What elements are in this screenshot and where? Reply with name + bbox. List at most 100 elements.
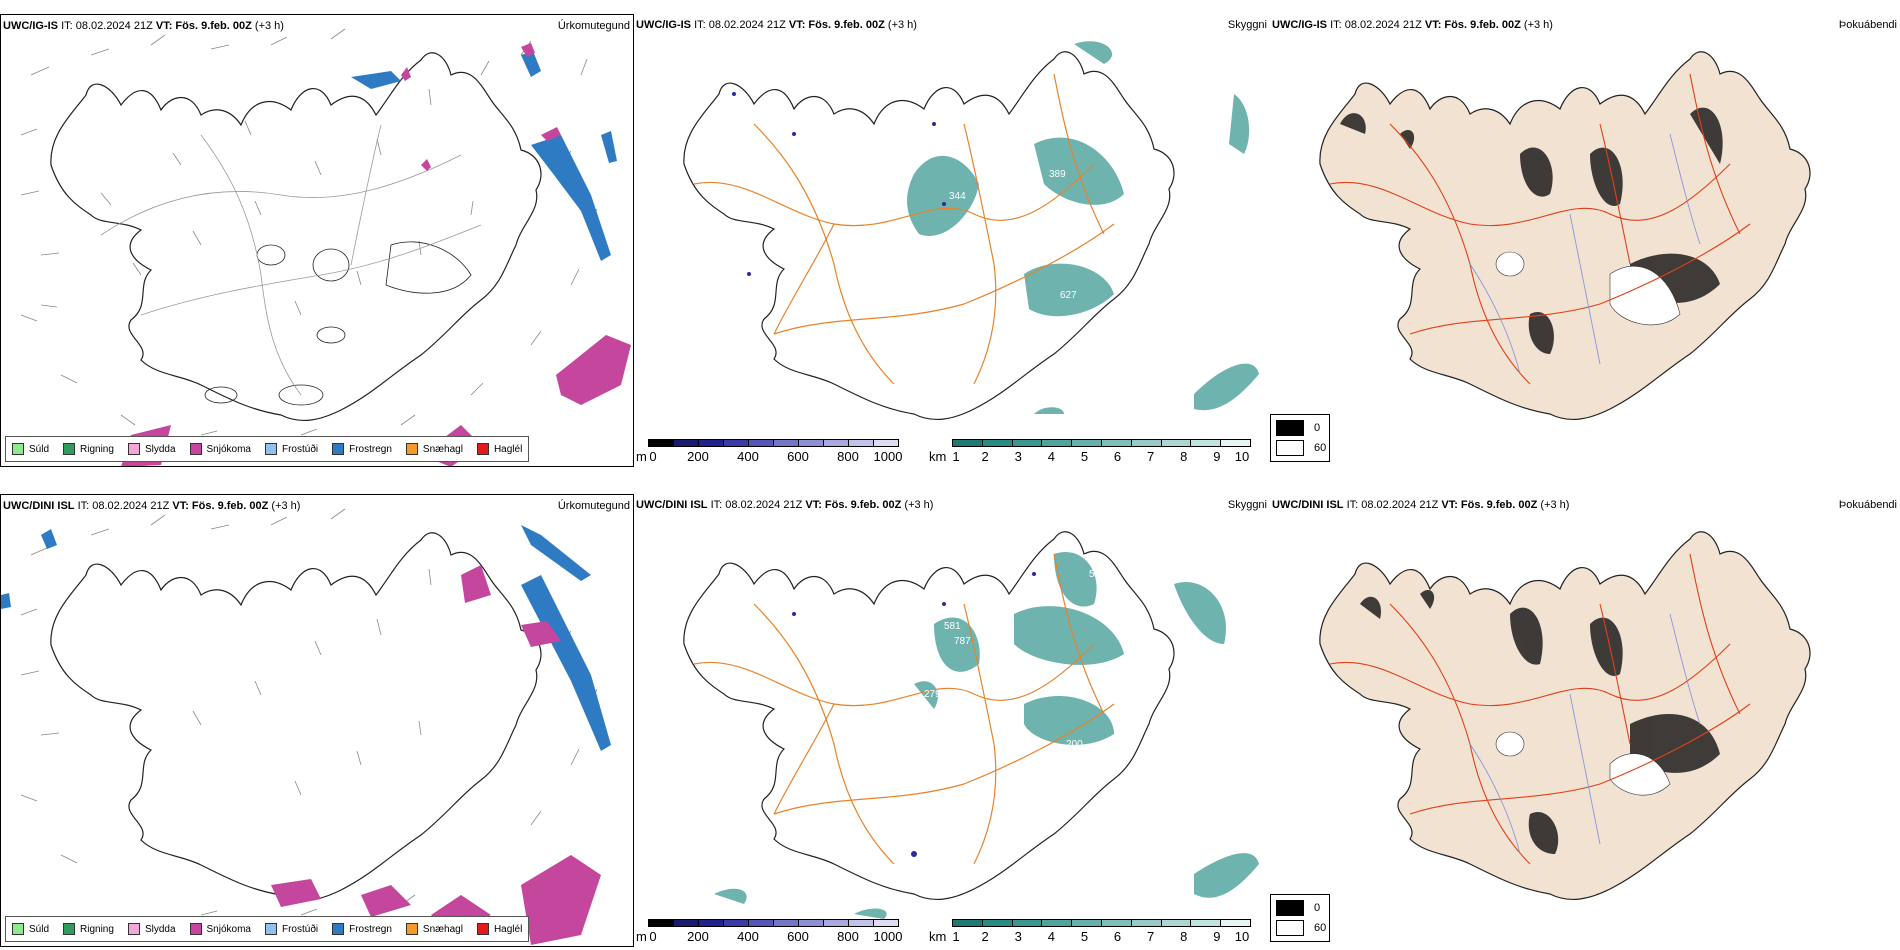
- legend-swatch: [405, 443, 418, 455]
- iceland-land: [1319, 531, 1811, 900]
- colorbar-segment: [723, 919, 749, 927]
- fog-white-areas: [1495, 731, 1671, 796]
- colorbar-tick: 600: [787, 929, 809, 944]
- legend-item: Rigning: [63, 443, 114, 455]
- colorbar-segment: [1220, 439, 1251, 447]
- legend-item: Frostúði: [264, 443, 318, 455]
- colorbar-segment: [798, 439, 824, 447]
- colorbar-segment: [698, 919, 724, 927]
- precip-legend: Súld Rigning Slydda Snjókoma Frostúði Fr…: [5, 916, 530, 942]
- panel-header: UWC/DINI ISL IT: 08.02.2024 21Z VT: Fös.…: [636, 499, 934, 511]
- legend-item: Súld: [12, 923, 49, 935]
- colorbar-segment: [1160, 919, 1192, 927]
- roads-orange: [693, 73, 1115, 385]
- visibility-panel-row1: 188 364 344 389 406 300 627 UWC/IG-IS IT…: [634, 14, 1270, 467]
- roads-red: [1329, 553, 1751, 865]
- height-label: 200: [1066, 739, 1083, 750]
- panel-header: UWC/DINI ISL IT: 08.02.2024 21Z VT: Fös.…: [3, 500, 301, 512]
- height-label: 296: [1174, 621, 1191, 632]
- panel-header: UWC/DINI ISL IT: 08.02.2024 21Z VT: Fös.…: [1272, 499, 1570, 511]
- colorbar-segment: [952, 919, 983, 927]
- colorbar-segment: [823, 919, 849, 927]
- colorbar-tick: 4: [1047, 929, 1055, 944]
- glacier-outlines: [204, 241, 472, 406]
- colorbar-unit: km: [929, 929, 947, 944]
- iceland-outline: [50, 532, 542, 901]
- fog-legend-row: 60: [1276, 440, 1326, 456]
- fog-legend-swatch: [1276, 920, 1304, 936]
- fog-panel-row1: UWC/IG-IS IT: 08.02.2024 21Z VT: Fös. 9.…: [1270, 14, 1900, 467]
- colorbar-tick: 1: [952, 929, 960, 944]
- legend-swatch: [332, 443, 345, 455]
- colorbar-segment: [1101, 439, 1132, 447]
- colorbar-tick: 3: [1014, 929, 1022, 944]
- colorbar-tick: 600: [787, 449, 809, 464]
- colorbar-tick: 7: [1147, 929, 1155, 944]
- fog-legend: 0 60: [1270, 894, 1330, 942]
- colorbar-tick: 1: [952, 449, 960, 464]
- colorbar-tick: 9: [1213, 929, 1221, 944]
- fog-map: [1319, 531, 1811, 900]
- colorbar-segment: [1220, 919, 1251, 927]
- legend-swatch: [476, 923, 489, 935]
- vis-teal-areas: [907, 41, 1259, 414]
- colorbar-segment: [873, 919, 899, 927]
- colorbar-tick: 5: [1080, 449, 1089, 464]
- precip-type-map: [1, 508, 611, 945]
- legend-item: Snæhagl: [405, 443, 463, 455]
- colorbar-tick: 7: [1147, 449, 1155, 464]
- fog-dark-areas: [1360, 589, 1720, 854]
- fog-legend-row: 0: [1276, 420, 1320, 436]
- colorbar-segment: [1041, 919, 1073, 927]
- panel-title: Úrkomutegund: [557, 500, 630, 512]
- legend-swatch: [63, 443, 76, 455]
- colorbar-tick: 200: [687, 929, 709, 944]
- precip-legend: Súld Rigning Slydda Snjókoma Frostúði Fr…: [5, 436, 530, 462]
- legend-swatch: [12, 443, 24, 455]
- legend-swatch: [264, 923, 277, 935]
- precip-type-panel-row2: UWC/DINI ISL IT: 08.02.2024 21Z VT: Fös.…: [0, 494, 634, 947]
- panel-header: UWC/IG-IS IT: 08.02.2024 21Z VT: Fös. 9.…: [636, 19, 917, 31]
- legend-swatch: [63, 923, 76, 935]
- legend-swatch: [127, 923, 140, 935]
- height-label: 581: [944, 621, 961, 632]
- legend-item: Frostúði: [264, 923, 318, 935]
- height-dots: [792, 572, 1036, 857]
- height-label: 472: [1054, 754, 1071, 765]
- colorbar-segment: [1130, 919, 1162, 927]
- fog-legend-row: 60: [1276, 920, 1326, 936]
- iceland-outline: [683, 531, 1175, 900]
- colorbar-segment: [981, 439, 1013, 447]
- colorbar-segment: [823, 439, 849, 447]
- colorbar-tick: 4: [1047, 449, 1055, 464]
- visibility-colorbar: km 1 2 3 4 5 6 7 8 9 10: [929, 439, 1270, 465]
- colorbar-tick: 2: [981, 929, 989, 944]
- colorbar-tick: 800: [837, 929, 859, 944]
- fog-panel-row2: UWC/DINI ISL IT: 08.02.2024 21Z VT: Fös.…: [1270, 494, 1900, 947]
- roads-red: [1329, 73, 1751, 385]
- fog-map: [1319, 51, 1811, 420]
- height-dots: [732, 92, 946, 276]
- height-label: 546: [1089, 569, 1106, 580]
- panel-title: Þokuábendi: [1838, 499, 1897, 511]
- iceland-outline: [683, 51, 1175, 420]
- colorbar-segment: [1041, 439, 1073, 447]
- rivers: [1469, 613, 1701, 855]
- colorbar-tick: 10: [1234, 929, 1250, 944]
- colorbar-segment: [773, 439, 799, 447]
- legend-swatch: [12, 923, 24, 935]
- height-label: 326: [906, 866, 923, 877]
- colorbar-segment: [723, 439, 749, 447]
- height-label: 389: [1049, 169, 1066, 180]
- height-label: 344: [949, 191, 966, 202]
- colorbar-tick: 8: [1180, 449, 1188, 464]
- visibility-map: 188 364 344 389 406 300 627: [683, 41, 1259, 420]
- colorbar-tick: 0: [649, 929, 657, 944]
- precip-areas: [1, 525, 611, 945]
- colorbar-tick: 1000: [873, 449, 903, 464]
- colorbar-tick: 0: [649, 449, 657, 464]
- legend-item: Snjókoma: [189, 923, 251, 935]
- colorbar-unit: m: [636, 929, 647, 944]
- height-colorbar: m 0 200 400 600 800 1000: [636, 439, 942, 465]
- colorbar-segment: [698, 439, 724, 447]
